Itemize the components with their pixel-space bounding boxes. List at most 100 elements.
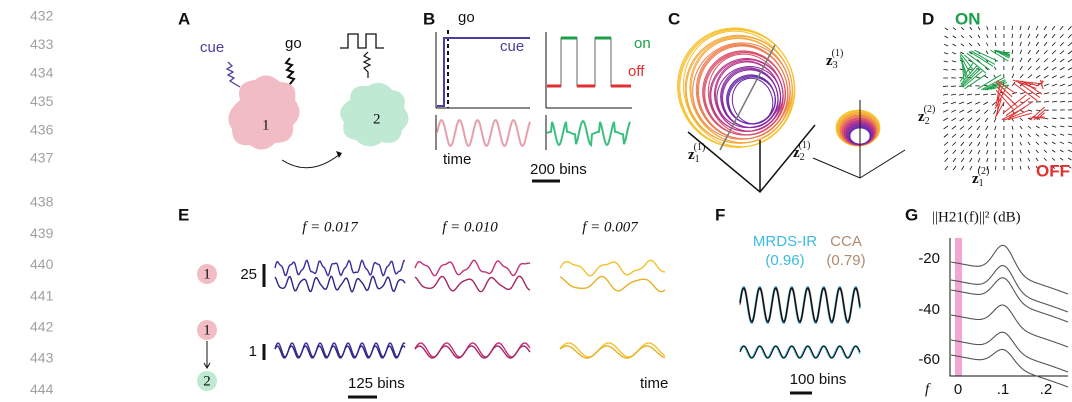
sup: (1) xyxy=(832,48,844,59)
axis-label: z1(1) xyxy=(688,142,705,165)
arrow xyxy=(945,158,948,162)
arrow xyxy=(951,118,956,121)
trajectory xyxy=(1006,98,1030,116)
arrow xyxy=(1068,126,1072,127)
arrow xyxy=(952,44,956,46)
arrow xyxy=(1020,93,1025,94)
arrow xyxy=(944,53,948,54)
arrow xyxy=(1028,34,1030,38)
x-tick-label: 0 xyxy=(954,381,962,398)
arrow xyxy=(968,118,972,121)
arrow xyxy=(985,118,988,122)
arrow xyxy=(1044,150,1047,153)
arrow xyxy=(995,134,996,138)
arrow xyxy=(1020,158,1021,162)
arrow xyxy=(1028,126,1031,128)
sup: (1) xyxy=(694,142,706,153)
trace xyxy=(560,260,665,276)
panel-label: E xyxy=(178,205,189,224)
y-tick-label: -40 xyxy=(918,301,940,318)
panel-label: G xyxy=(905,205,918,224)
arrow xyxy=(1036,110,1041,111)
go-label: go xyxy=(458,9,475,26)
trajectory xyxy=(1014,84,1037,101)
arrow xyxy=(995,26,996,30)
arrow xyxy=(1028,58,1031,62)
method-label: MRDS-IR xyxy=(753,233,817,250)
arrow xyxy=(1044,34,1047,38)
node-label: 1 xyxy=(203,266,211,282)
arrow xyxy=(1068,26,1071,30)
arrow xyxy=(944,134,948,137)
sup: (2) xyxy=(924,104,936,115)
y-tick-label: -20 xyxy=(918,250,940,267)
axis-label: z2(1) xyxy=(793,140,810,163)
arrow xyxy=(1020,58,1022,62)
arrow xyxy=(1020,142,1022,145)
cue-arrow xyxy=(227,62,240,87)
arrow xyxy=(1020,26,1021,30)
x-tick-label: .2 xyxy=(1040,381,1053,398)
arrow xyxy=(995,142,996,146)
arrow xyxy=(1068,76,1072,78)
arrow xyxy=(960,118,964,121)
arrow xyxy=(975,94,980,95)
arrow xyxy=(1036,75,1040,78)
trace xyxy=(547,121,630,145)
arrow xyxy=(976,77,980,78)
arrow xyxy=(995,166,996,170)
arrow xyxy=(1060,150,1064,152)
arrow xyxy=(1012,134,1013,138)
trace xyxy=(415,343,530,357)
arrow xyxy=(944,61,948,62)
trajectory xyxy=(998,87,1018,106)
arrow xyxy=(967,110,972,113)
arrow xyxy=(1020,134,1022,137)
arrow xyxy=(953,158,956,162)
arrow xyxy=(945,166,948,170)
arrow xyxy=(1052,158,1055,160)
line-number: 433 xyxy=(30,36,54,52)
arrow xyxy=(976,118,980,122)
arrow xyxy=(1044,59,1048,62)
arrow xyxy=(968,126,972,130)
arrow xyxy=(1068,93,1072,94)
arrow xyxy=(1052,118,1056,119)
arrow xyxy=(986,43,988,46)
arrow xyxy=(943,110,948,112)
arrow xyxy=(1036,150,1038,153)
arrow xyxy=(1020,34,1021,38)
arrow xyxy=(983,102,988,105)
scale-label: 25 xyxy=(240,266,257,283)
arrow xyxy=(1052,76,1057,78)
arrow xyxy=(1036,50,1039,54)
sub: 1 xyxy=(695,154,700,165)
arrow xyxy=(1036,26,1038,30)
arrow xyxy=(1012,42,1013,46)
off-label: off xyxy=(628,63,645,80)
spectrum xyxy=(951,305,1068,347)
arrow xyxy=(995,158,996,162)
arrow xyxy=(1036,126,1040,128)
frequency: f = 0.007 xyxy=(582,219,639,235)
arrow xyxy=(945,28,948,30)
arrow xyxy=(1068,142,1072,143)
sub: 2 xyxy=(925,116,930,127)
line-number: 438 xyxy=(30,194,54,210)
arrow xyxy=(1060,42,1064,46)
arrow xyxy=(944,126,948,129)
arrow xyxy=(1052,84,1057,86)
on-label: on xyxy=(634,35,651,52)
arrow xyxy=(991,94,996,95)
arrow xyxy=(1028,142,1030,145)
arrow xyxy=(1060,76,1065,78)
figure: 432433434435436437438439440441442443444 … xyxy=(0,0,1072,402)
arrow xyxy=(961,150,964,154)
cue-label: cue xyxy=(500,38,524,55)
trace xyxy=(437,120,530,146)
score-label: (0.96) xyxy=(765,252,804,269)
sub: 2 xyxy=(800,152,805,163)
arrow xyxy=(978,35,980,38)
node-label: 2 xyxy=(373,111,381,127)
arrow xyxy=(1044,42,1047,46)
